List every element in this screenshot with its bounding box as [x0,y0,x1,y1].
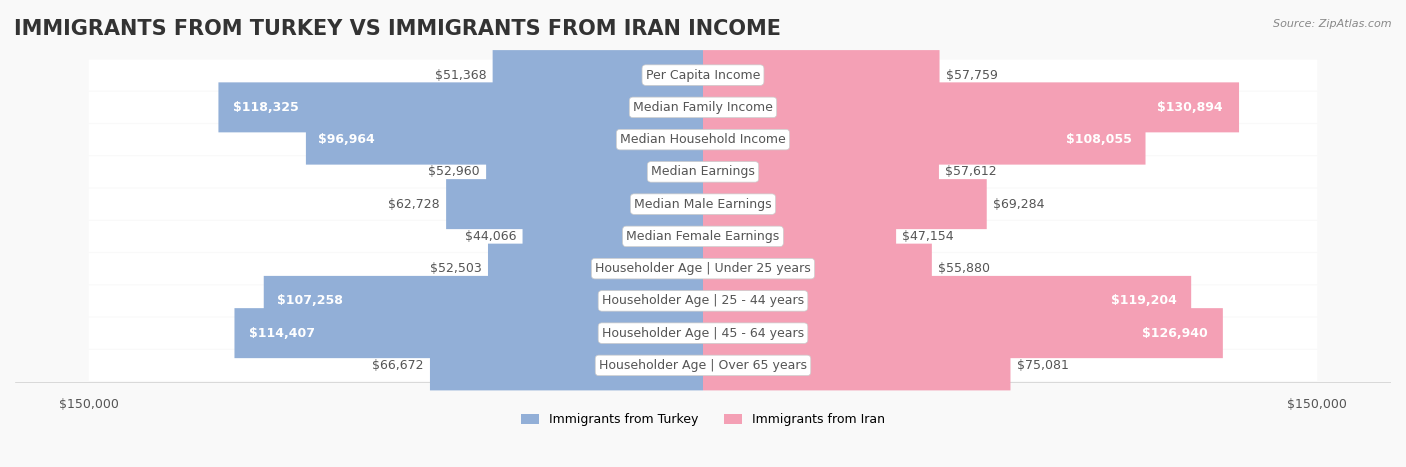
FancyBboxPatch shape [89,124,1317,155]
Text: $96,964: $96,964 [318,133,374,146]
FancyBboxPatch shape [703,308,1223,358]
Text: $69,284: $69,284 [993,198,1045,211]
Text: Per Capita Income: Per Capita Income [645,69,761,82]
FancyBboxPatch shape [703,276,1191,326]
Text: Householder Age | 25 - 44 years: Householder Age | 25 - 44 years [602,294,804,307]
FancyBboxPatch shape [89,221,1317,252]
Text: Median Male Earnings: Median Male Earnings [634,198,772,211]
Text: $126,940: $126,940 [1142,326,1208,340]
Text: $57,759: $57,759 [946,69,997,82]
FancyBboxPatch shape [703,147,939,197]
FancyBboxPatch shape [486,147,703,197]
Text: $44,066: $44,066 [465,230,516,243]
Text: Median Household Income: Median Household Income [620,133,786,146]
FancyBboxPatch shape [703,340,1011,390]
Text: IMMIGRANTS FROM TURKEY VS IMMIGRANTS FROM IRAN INCOME: IMMIGRANTS FROM TURKEY VS IMMIGRANTS FRO… [14,19,782,39]
Text: Median Female Earnings: Median Female Earnings [627,230,779,243]
FancyBboxPatch shape [523,212,703,262]
Text: $62,728: $62,728 [388,198,440,211]
Text: $51,368: $51,368 [434,69,486,82]
Text: $52,960: $52,960 [429,165,479,178]
Text: $66,672: $66,672 [373,359,423,372]
FancyBboxPatch shape [703,212,896,262]
Text: Median Earnings: Median Earnings [651,165,755,178]
Text: $118,325: $118,325 [233,101,298,114]
Text: $119,204: $119,204 [1111,294,1177,307]
Text: $75,081: $75,081 [1017,359,1069,372]
FancyBboxPatch shape [89,92,1317,123]
Text: Source: ZipAtlas.com: Source: ZipAtlas.com [1274,19,1392,28]
Text: $52,503: $52,503 [430,262,482,275]
FancyBboxPatch shape [89,350,1317,381]
FancyBboxPatch shape [430,340,703,390]
FancyBboxPatch shape [703,244,932,294]
Text: $55,880: $55,880 [938,262,990,275]
FancyBboxPatch shape [492,50,703,100]
Text: $130,894: $130,894 [1157,101,1223,114]
FancyBboxPatch shape [89,189,1317,219]
Text: Householder Age | Over 65 years: Householder Age | Over 65 years [599,359,807,372]
FancyBboxPatch shape [235,308,703,358]
FancyBboxPatch shape [264,276,703,326]
Text: Householder Age | 45 - 64 years: Householder Age | 45 - 64 years [602,326,804,340]
FancyBboxPatch shape [703,179,987,229]
FancyBboxPatch shape [307,114,703,164]
FancyBboxPatch shape [446,179,703,229]
FancyBboxPatch shape [89,253,1317,284]
Text: $107,258: $107,258 [277,294,343,307]
Text: $108,055: $108,055 [1066,133,1132,146]
FancyBboxPatch shape [218,82,703,132]
FancyBboxPatch shape [89,60,1317,91]
FancyBboxPatch shape [703,82,1239,132]
Text: Median Family Income: Median Family Income [633,101,773,114]
Text: $114,407: $114,407 [249,326,315,340]
Text: Householder Age | Under 25 years: Householder Age | Under 25 years [595,262,811,275]
FancyBboxPatch shape [703,114,1146,164]
Text: $47,154: $47,154 [903,230,953,243]
Text: $57,612: $57,612 [945,165,997,178]
Legend: Immigrants from Turkey, Immigrants from Iran: Immigrants from Turkey, Immigrants from … [516,409,890,432]
FancyBboxPatch shape [703,50,939,100]
FancyBboxPatch shape [488,244,703,294]
FancyBboxPatch shape [89,285,1317,317]
FancyBboxPatch shape [89,318,1317,349]
FancyBboxPatch shape [89,156,1317,187]
